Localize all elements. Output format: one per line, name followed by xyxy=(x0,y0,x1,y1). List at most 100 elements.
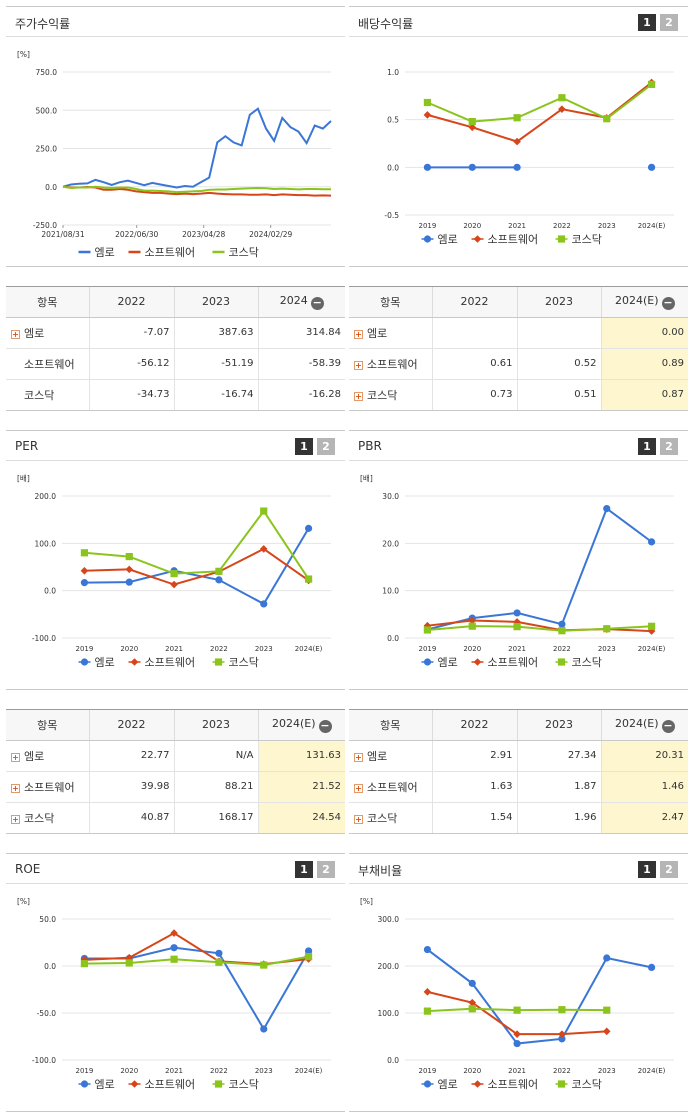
data-point xyxy=(468,123,477,132)
data-point xyxy=(214,1080,223,1088)
expand-plus-icon[interactable]: + xyxy=(354,391,363,401)
x-tick-label: 2024/02/29 xyxy=(249,230,292,239)
table-row: + 코스닥 1.54 1.96 2.47 xyxy=(349,802,688,833)
row-label[interactable]: + 코스닥 xyxy=(349,802,432,833)
data-point xyxy=(603,625,611,633)
data-point xyxy=(423,658,432,666)
data-point xyxy=(260,1025,268,1033)
y-tick-label: 250.0 xyxy=(36,145,58,154)
y-tick-label: 500.0 xyxy=(36,106,58,115)
page-1-button[interactable]: 1 xyxy=(295,861,313,878)
per-chart: [배] 200.0 100.0 0.0 -100.0 2019 2020 2021 2022 20… xyxy=(17,474,331,669)
row-label[interactable]: + 엠로 xyxy=(6,317,89,349)
data-point xyxy=(603,1006,611,1014)
y-tick-label: 0.0 xyxy=(387,163,399,172)
data-table: 항목 2022 2023 2024(E) − + 엠로 0.00 + 소프트웨어 0.61 0.52 0… xyxy=(349,287,688,410)
y-tick-label: 0.0 xyxy=(44,962,56,971)
data-point xyxy=(558,620,566,628)
row-name: 엠로 xyxy=(367,749,388,763)
series-line xyxy=(62,185,332,197)
collapse-icon[interactable]: − xyxy=(318,718,332,733)
data-point xyxy=(304,947,313,955)
legend-label: 엠로 xyxy=(438,233,458,246)
x-tick-label: 2022 xyxy=(553,1067,571,1075)
data-point xyxy=(130,1080,139,1088)
expand-plus-icon[interactable]: + xyxy=(354,814,363,824)
header-year: 2023 xyxy=(173,710,258,741)
x-tick-label: 2023 xyxy=(598,1067,616,1075)
per-panel: PER 1 2 [배] 200.0 100.0 0.0 -100.0 2019 2020 20… xyxy=(6,430,345,690)
data-point xyxy=(513,137,521,146)
y-tick-label: -250.0 xyxy=(33,221,57,230)
row-label[interactable]: + 코스닥 xyxy=(349,379,432,410)
panel-header: ROE 1 2 xyxy=(6,854,345,884)
row-label[interactable]: + 소프트웨어 xyxy=(349,771,432,803)
data-point xyxy=(80,566,89,575)
row-name: 소프트웨어 xyxy=(24,357,75,371)
row-label[interactable]: + 코스닥 xyxy=(6,802,89,833)
unit-label: [%] xyxy=(360,897,373,906)
series-line xyxy=(84,509,310,580)
table-cell: 168.17 xyxy=(173,802,258,833)
y-tick-label: 100.0 xyxy=(35,539,57,548)
page-2-button[interactable]: 2 xyxy=(660,438,678,455)
page-1-button[interactable]: 1 xyxy=(295,438,313,455)
table-row: + 소프트웨어 0.61 0.52 0.89 xyxy=(349,348,688,380)
panel-title: 배당수익률 xyxy=(358,17,414,31)
table-cell: 0.73 xyxy=(431,379,517,410)
y-tick-label: 200.0 xyxy=(378,962,400,971)
data-point xyxy=(304,524,313,532)
table-cell: 27.34 xyxy=(516,740,601,772)
expand-plus-icon[interactable]: + xyxy=(354,783,363,793)
page-1-button[interactable]: 1 xyxy=(638,861,656,878)
collapse-icon[interactable]: − xyxy=(310,295,324,310)
row-label[interactable]: + 소프트웨어 xyxy=(349,348,432,380)
data-point xyxy=(215,949,223,957)
row-label[interactable]: + 소프트웨어 xyxy=(6,771,89,803)
header-year: 2023 xyxy=(516,287,601,318)
row-label[interactable]: + 엠로 xyxy=(349,740,432,772)
page-2-button[interactable]: 2 xyxy=(660,861,678,878)
series-line xyxy=(427,619,652,633)
collapse-icon[interactable]: − xyxy=(661,295,675,310)
data-point xyxy=(557,1080,566,1088)
y-tick-label: 0.0 xyxy=(44,587,56,596)
expand-plus-icon[interactable]: + xyxy=(11,752,20,762)
table-row: + 엠로 2.91 27.34 20.31 xyxy=(349,740,688,772)
row-label[interactable]: + 엠로 xyxy=(6,740,89,772)
y-tick-label: 1.0 xyxy=(387,68,399,77)
data-point xyxy=(125,959,133,967)
expand-plus-icon[interactable]: + xyxy=(354,752,363,762)
collapse-icon[interactable]: − xyxy=(661,718,675,733)
data-point xyxy=(647,622,656,630)
expand-plus-icon[interactable]: + xyxy=(354,360,363,370)
panel-title: 주가수익률 xyxy=(15,17,71,31)
x-tick-label: 2019 xyxy=(419,1067,437,1075)
header-year: 2022 xyxy=(431,710,517,741)
page-2-button[interactable]: 2 xyxy=(317,438,335,455)
page-2-button[interactable]: 2 xyxy=(317,861,335,878)
x-tick-label: 2019 xyxy=(419,645,437,653)
page-1-button[interactable]: 1 xyxy=(638,14,656,31)
row-label[interactable]: + 엠로 xyxy=(349,317,432,349)
data-point xyxy=(80,579,89,587)
expand-plus-icon[interactable]: + xyxy=(11,329,20,339)
data-point xyxy=(80,1080,89,1088)
x-tick-label: 2023 xyxy=(255,1067,273,1075)
x-tick-label: 2019 xyxy=(76,645,94,653)
table-cell: -7.07 xyxy=(88,317,174,349)
expand-plus-icon[interactable]: + xyxy=(11,814,20,824)
data-point xyxy=(80,549,89,557)
series-line xyxy=(427,625,652,632)
expand-plus-icon[interactable]: + xyxy=(354,329,363,339)
row-name: 소프트웨어 xyxy=(24,780,75,794)
page-1-button[interactable]: 1 xyxy=(638,438,656,455)
table-cell: 0.00 xyxy=(600,317,688,349)
legend-label: 엠로 xyxy=(95,1078,115,1091)
dividend-yield-panel: 배당수익률 1 2 1.0 0.5 0.0 -0.5 2019 2020 2021 2022 2… xyxy=(349,6,688,267)
expand-plus-icon[interactable]: + xyxy=(11,783,20,793)
page-2-button[interactable]: 2 xyxy=(660,14,678,31)
data-point xyxy=(170,944,178,952)
data-point xyxy=(468,117,476,126)
header-year: 2024(E) − xyxy=(600,710,688,741)
